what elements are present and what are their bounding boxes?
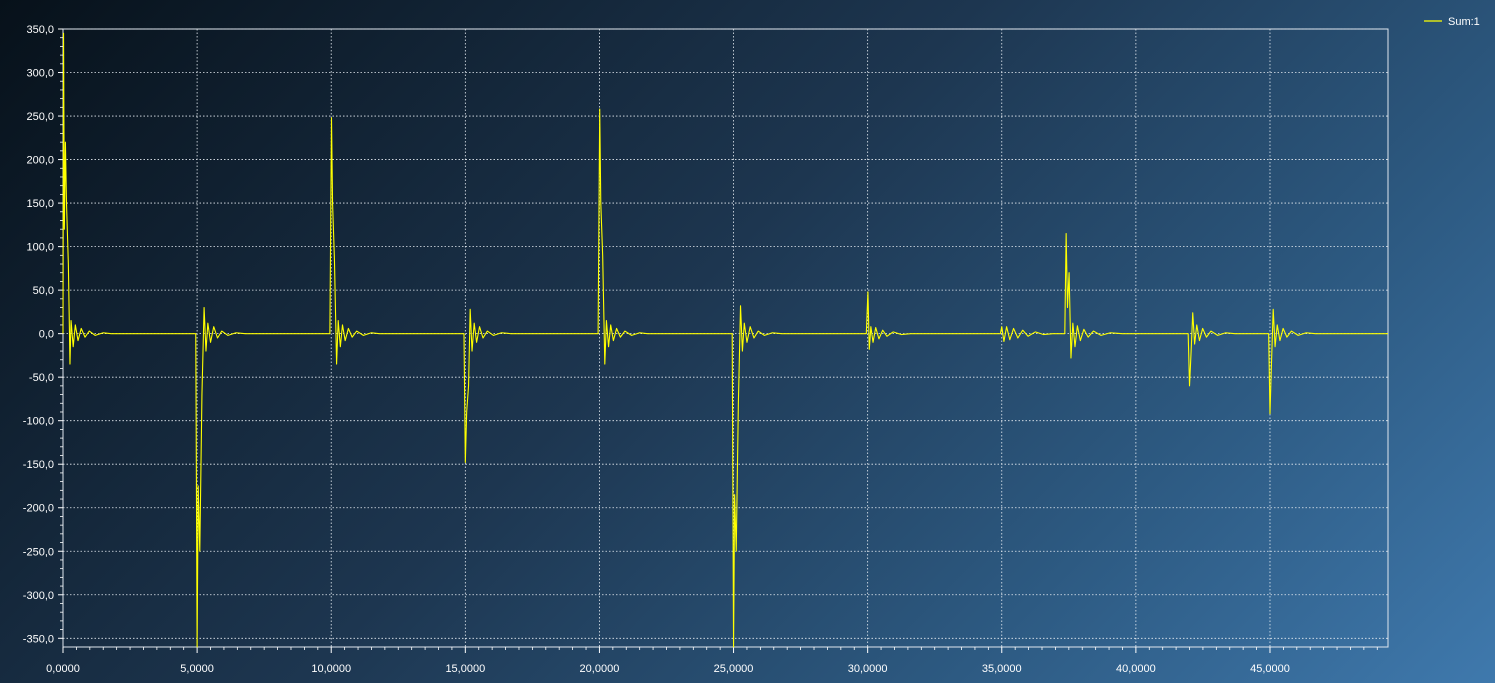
y-tick-label: -350,0 [23,633,54,645]
y-tick-label: -200,0 [23,503,54,515]
x-tick-label: 20,0000 [580,663,620,675]
y-tick-label: -100,0 [23,416,54,428]
x-tick-label: 10,0000 [311,663,351,675]
x-tick-label: 35,0000 [982,663,1022,675]
series-line [62,32,1388,648]
x-axis: 0,0000 5,0000 10,0000 15,0000 20,0000 25,0000… [46,647,1378,675]
y-tick-label: 350,0 [26,24,54,36]
grid-lines [63,28,1388,647]
x-tick-label: 25,0000 [714,663,754,675]
y-tick-label: 50,0 [33,285,54,297]
legend: Sum:1 [1424,16,1480,28]
y-tick-label: -150,0 [23,459,54,471]
x-tick-label: 30,0000 [848,663,888,675]
y-tick-label: 100,0 [26,242,54,254]
series-layer [62,32,1388,648]
y-axis: 350,0 300,0 250,0 200,0 150,0 100,0 50,0 0,0 -50… [23,24,63,645]
y-tick-label: 150,0 [26,198,54,210]
y-tick-label: -300,0 [23,590,54,602]
x-tick-label: 0,0000 [46,663,80,675]
y-tick-label: 0,0 [39,329,54,341]
legend-label: Sum:1 [1448,16,1480,28]
y-tick-label: -50,0 [29,372,54,384]
x-tick-label: 15,0000 [445,663,485,675]
x-tick-label: 40,0000 [1116,663,1156,675]
y-tick-label: -250,0 [23,546,54,558]
x-tick-label: 5,0000 [180,663,214,675]
x-tick-label: 45,0000 [1250,663,1290,675]
y-tick-label: 250,0 [26,111,54,123]
plot-frame [62,28,1389,648]
y-tick-label: 200,0 [26,155,54,167]
y-tick-label: 300,0 [26,68,54,80]
